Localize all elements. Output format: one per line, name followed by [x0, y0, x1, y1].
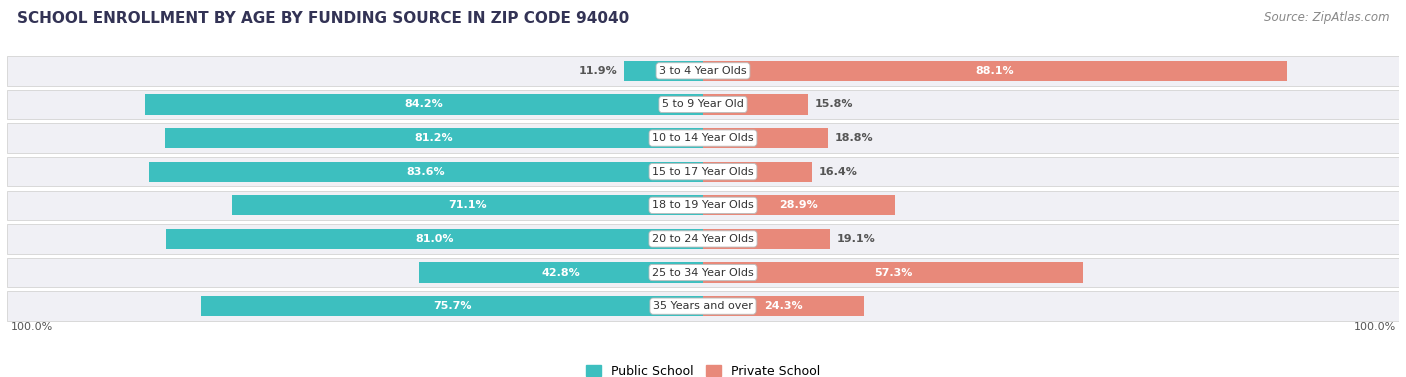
Bar [145, 94, 703, 115]
Text: 84.2%: 84.2% [405, 100, 443, 109]
Bar [7, 224, 1399, 254]
Text: 18.8%: 18.8% [834, 133, 873, 143]
Bar [201, 296, 703, 316]
Text: 20 to 24 Year Olds: 20 to 24 Year Olds [652, 234, 754, 244]
Text: 81.2%: 81.2% [415, 133, 453, 143]
Bar [149, 162, 703, 182]
Bar [7, 90, 1399, 119]
Text: 16.4%: 16.4% [818, 167, 858, 177]
Bar [7, 258, 1399, 287]
Bar [703, 262, 1083, 283]
Text: 15.8%: 15.8% [814, 100, 853, 109]
Text: 57.3%: 57.3% [873, 268, 912, 277]
Bar [419, 262, 703, 283]
Legend: Public School, Private School: Public School, Private School [581, 360, 825, 377]
Text: 71.1%: 71.1% [449, 200, 486, 210]
Bar [703, 162, 811, 182]
Bar [165, 128, 703, 148]
Bar [7, 56, 1399, 86]
Text: 19.1%: 19.1% [837, 234, 875, 244]
Bar [703, 94, 807, 115]
Text: 3 to 4 Year Olds: 3 to 4 Year Olds [659, 66, 747, 76]
Text: 83.6%: 83.6% [406, 167, 446, 177]
Text: 42.8%: 42.8% [541, 268, 581, 277]
Text: 15 to 17 Year Olds: 15 to 17 Year Olds [652, 167, 754, 177]
Bar [703, 296, 865, 316]
Bar [7, 157, 1399, 187]
Bar [7, 123, 1399, 153]
Text: 5 to 9 Year Old: 5 to 9 Year Old [662, 100, 744, 109]
Text: 81.0%: 81.0% [415, 234, 454, 244]
Text: 11.9%: 11.9% [579, 66, 617, 76]
Text: 88.1%: 88.1% [976, 66, 1014, 76]
Bar [166, 229, 703, 249]
Bar [703, 229, 830, 249]
Bar [624, 61, 703, 81]
Text: 25 to 34 Year Olds: 25 to 34 Year Olds [652, 268, 754, 277]
Text: 28.9%: 28.9% [779, 200, 818, 210]
Bar [232, 195, 703, 215]
Text: 100.0%: 100.0% [1354, 322, 1396, 332]
Text: 18 to 19 Year Olds: 18 to 19 Year Olds [652, 200, 754, 210]
Text: 10 to 14 Year Olds: 10 to 14 Year Olds [652, 133, 754, 143]
Text: 35 Years and over: 35 Years and over [652, 301, 754, 311]
Bar [703, 128, 828, 148]
Text: 100.0%: 100.0% [10, 322, 52, 332]
Text: Source: ZipAtlas.com: Source: ZipAtlas.com [1264, 11, 1389, 24]
Text: 75.7%: 75.7% [433, 301, 471, 311]
Bar [703, 195, 894, 215]
Text: 24.3%: 24.3% [765, 301, 803, 311]
Text: SCHOOL ENROLLMENT BY AGE BY FUNDING SOURCE IN ZIP CODE 94040: SCHOOL ENROLLMENT BY AGE BY FUNDING SOUR… [17, 11, 628, 26]
Bar [703, 61, 1286, 81]
Bar [7, 291, 1399, 321]
Bar [7, 190, 1399, 220]
